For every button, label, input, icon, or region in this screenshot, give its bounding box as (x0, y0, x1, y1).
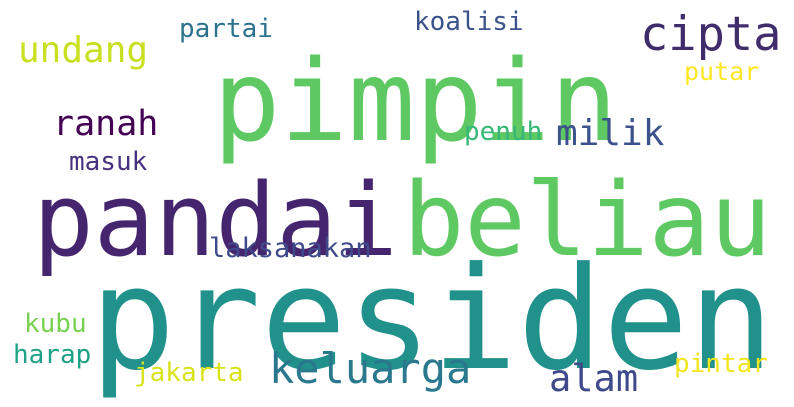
word: milik (556, 113, 665, 154)
word: laksanakan (209, 233, 372, 264)
word: jakarta (134, 358, 244, 388)
word: keluarga (269, 344, 471, 393)
word: presiden (90, 237, 774, 402)
word: harap (13, 340, 91, 370)
word: undang (18, 30, 148, 71)
word: putar (684, 57, 759, 86)
word: partai (179, 14, 273, 44)
word: cipta (640, 7, 781, 62)
word: alam (549, 357, 638, 400)
word: beliau (403, 161, 771, 280)
word: pandai (33, 161, 398, 279)
word: ranah (53, 104, 158, 144)
word: pintar (674, 349, 768, 379)
word: kubu (24, 309, 87, 339)
word: koalisi (414, 7, 524, 37)
word: pimpin (213, 37, 618, 167)
word: masuk (69, 147, 148, 177)
word: penuh (464, 117, 542, 147)
